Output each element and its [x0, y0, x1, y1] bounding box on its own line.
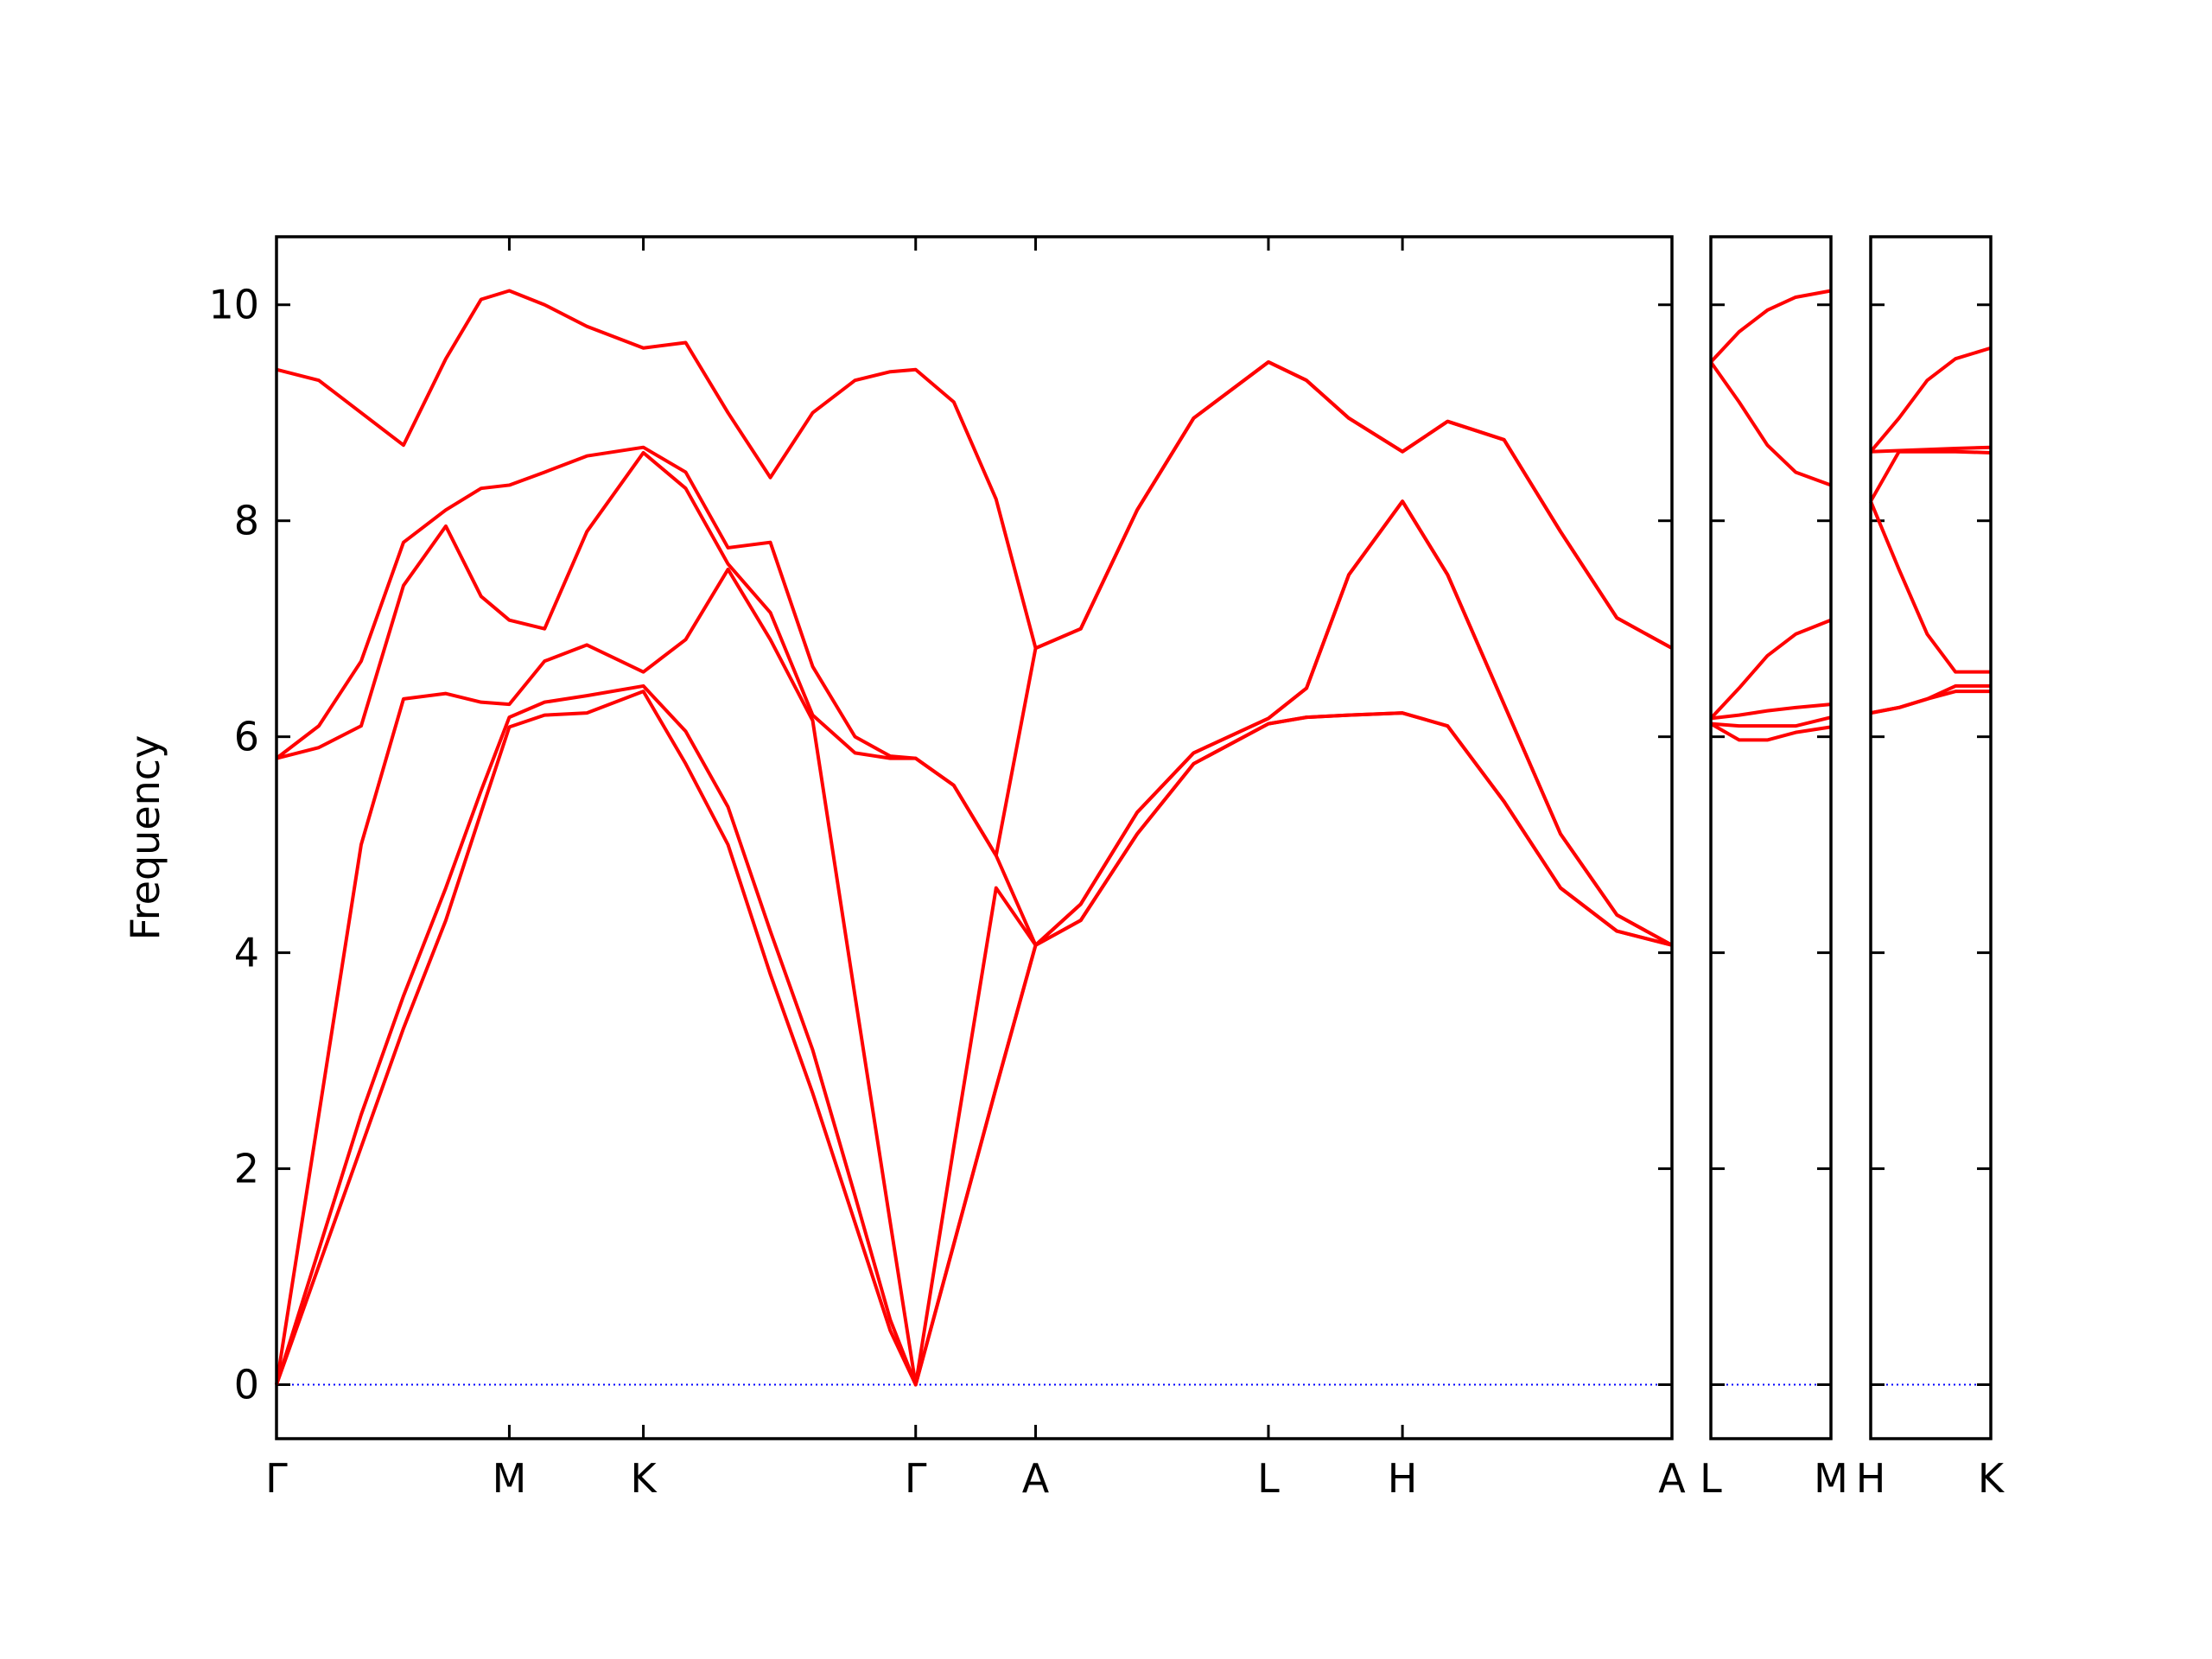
band-line [1869, 500, 1991, 674]
band-line [1709, 618, 1832, 720]
x-tick-label: Γ [905, 1455, 927, 1502]
x-tick-label: A [1658, 1455, 1686, 1502]
y-tick-label: 8 [234, 498, 259, 544]
x-tick-label: Γ [265, 1455, 288, 1502]
band-line [1869, 449, 1992, 503]
band-line [1710, 702, 1832, 721]
band-line [275, 499, 1673, 1387]
band-line [1709, 360, 1832, 487]
x-tick-label: K [630, 1455, 658, 1502]
band-line [276, 450, 1673, 947]
band-line [275, 683, 1673, 1387]
x-tick-label: M [1814, 1455, 1848, 1502]
y-tick-label: 10 [208, 282, 259, 328]
panel: 0 2 4 6 8 10 Γ M K Γ A L H A Frequency [122, 235, 1686, 1502]
y-tick-label: 2 [234, 1146, 259, 1192]
x-tick-label: L [1257, 1455, 1280, 1502]
x-tick-label: L [1700, 1455, 1722, 1502]
band-line [276, 289, 1673, 651]
band-line [1870, 683, 1991, 715]
x-tick-label: H [1856, 1455, 1886, 1502]
axes-frame [1709, 235, 1833, 1440]
x-tick-label: H [1388, 1455, 1418, 1502]
y-axis-label: Frequency [122, 735, 168, 941]
x-tick-label: A [1022, 1455, 1050, 1502]
y-tick-label: 0 [234, 1362, 259, 1408]
band-line [1869, 346, 1992, 454]
band-line [1710, 721, 1832, 742]
x-tick-label: K [1978, 1455, 2005, 1502]
band-line [1710, 715, 1832, 728]
axes-frame [275, 235, 1674, 1440]
band-line [1870, 445, 1992, 454]
y-tick-label: 4 [234, 930, 259, 976]
axes-frame [1869, 235, 1993, 1440]
y-tick-label: 6 [234, 714, 259, 760]
band-line [1709, 289, 1832, 364]
x-tick-label: M [493, 1455, 527, 1502]
band-line [275, 690, 1673, 1387]
